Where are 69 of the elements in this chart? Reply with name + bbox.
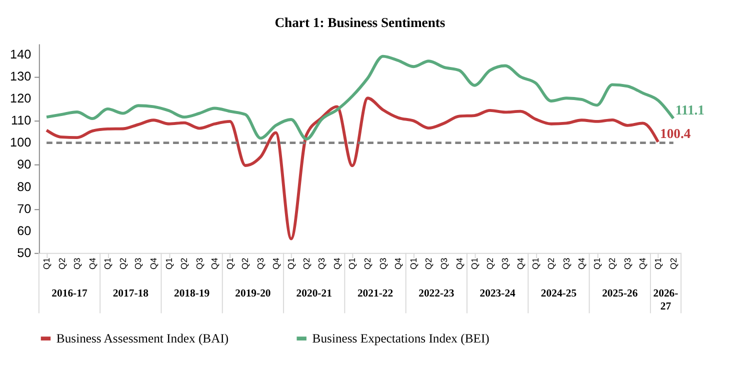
- legend-label: Business Expectations Index (BEI): [312, 331, 490, 346]
- x-tick-label: Q2: [546, 258, 556, 270]
- x-tick-label: Q3: [133, 258, 144, 270]
- x-tick-label: Q3: [194, 258, 204, 270]
- data-label: 100.4: [660, 126, 691, 142]
- x-tick-label: Q1: [224, 258, 235, 270]
- x-tick-label: Q3: [438, 258, 449, 270]
- x-tick-label: Q4: [332, 258, 342, 270]
- x-tick-label: Q1: [530, 258, 541, 270]
- y-tick-label: 80: [17, 180, 32, 194]
- x-tick-label: Q3: [561, 258, 572, 270]
- x-tick-label: Q2: [607, 258, 618, 270]
- x-tick-label: Q4: [576, 258, 587, 270]
- y-tick-label: 140: [10, 48, 32, 62]
- x-tick-label: Q4: [454, 258, 464, 270]
- text: 2017-18: [112, 288, 148, 300]
- y-tick-label: 100: [10, 136, 32, 150]
- x-tick-label: Q3: [378, 258, 388, 270]
- text: 2025-26: [602, 288, 638, 300]
- x-tick-label: Q1: [102, 258, 113, 270]
- x-tick-label: Q2: [56, 258, 67, 270]
- y-tick-label: 90: [17, 158, 32, 172]
- x-tick-label: Q1: [653, 258, 664, 270]
- text: 2019-20: [235, 288, 271, 300]
- x-tick-label: Q2: [484, 258, 495, 270]
- x-tick-label: Q3: [256, 258, 266, 270]
- x-tick-label: Q2: [179, 258, 190, 270]
- x-tick-label: Q4: [270, 258, 281, 270]
- y-tick-label: 60: [17, 224, 32, 238]
- x-tick-label: Q4: [515, 258, 526, 270]
- y-tick-label: 70: [17, 202, 32, 216]
- x-tick-label: Q2: [668, 258, 678, 270]
- x-tick-label: Q1: [164, 258, 174, 270]
- y-tick-label: 50: [17, 246, 32, 260]
- x-tick-label: Q2: [424, 258, 434, 270]
- x-tick-label: Q4: [148, 258, 158, 270]
- data-label: 111.1: [675, 102, 705, 118]
- x-tick-label: Q3: [500, 258, 510, 270]
- x-tick-label: Q2: [118, 258, 128, 270]
- x-tick-label: Q4: [638, 258, 648, 270]
- x-tick-label: Q1: [470, 258, 480, 270]
- text: 2021-22: [357, 288, 394, 300]
- x-tick-label: Q3: [622, 258, 632, 270]
- text: 2024-25: [540, 288, 577, 300]
- text: 2016-17: [52, 288, 88, 300]
- text: 2020-21: [296, 288, 332, 300]
- text: 2018-19: [174, 288, 210, 300]
- x-tick-label: Q4: [210, 258, 220, 270]
- x-tick-label: Q3: [316, 258, 327, 270]
- chart-title: Chart 1: Business Sentiments: [274, 15, 446, 30]
- x-tick-label: Q2: [240, 258, 250, 270]
- x-tick-label: Q1: [592, 258, 602, 270]
- line-series: [45, 96, 660, 240]
- x-tick-label: Q1: [347, 258, 358, 270]
- text: 2022-23: [418, 288, 454, 300]
- text: 2023-24: [480, 288, 516, 300]
- text: 2026-27: [653, 288, 679, 312]
- y-tick-label: 120: [10, 92, 32, 106]
- x-tick-label: Q4: [393, 258, 404, 270]
- x-tick-label: Q4: [87, 258, 98, 270]
- x-tick-label: Q1: [286, 258, 296, 270]
- x-tick-label: Q2: [301, 258, 312, 270]
- y-tick-label: 110: [10, 114, 32, 128]
- x-tick-label: Q3: [72, 258, 82, 270]
- x-tick-label: Q1: [408, 258, 418, 270]
- x-tick-label: Q1: [41, 258, 52, 270]
- x-tick-label: Q2: [362, 258, 373, 270]
- y-tick-label: 130: [10, 70, 32, 84]
- legend-label: Business Assessment Index (BAI): [56, 331, 229, 346]
